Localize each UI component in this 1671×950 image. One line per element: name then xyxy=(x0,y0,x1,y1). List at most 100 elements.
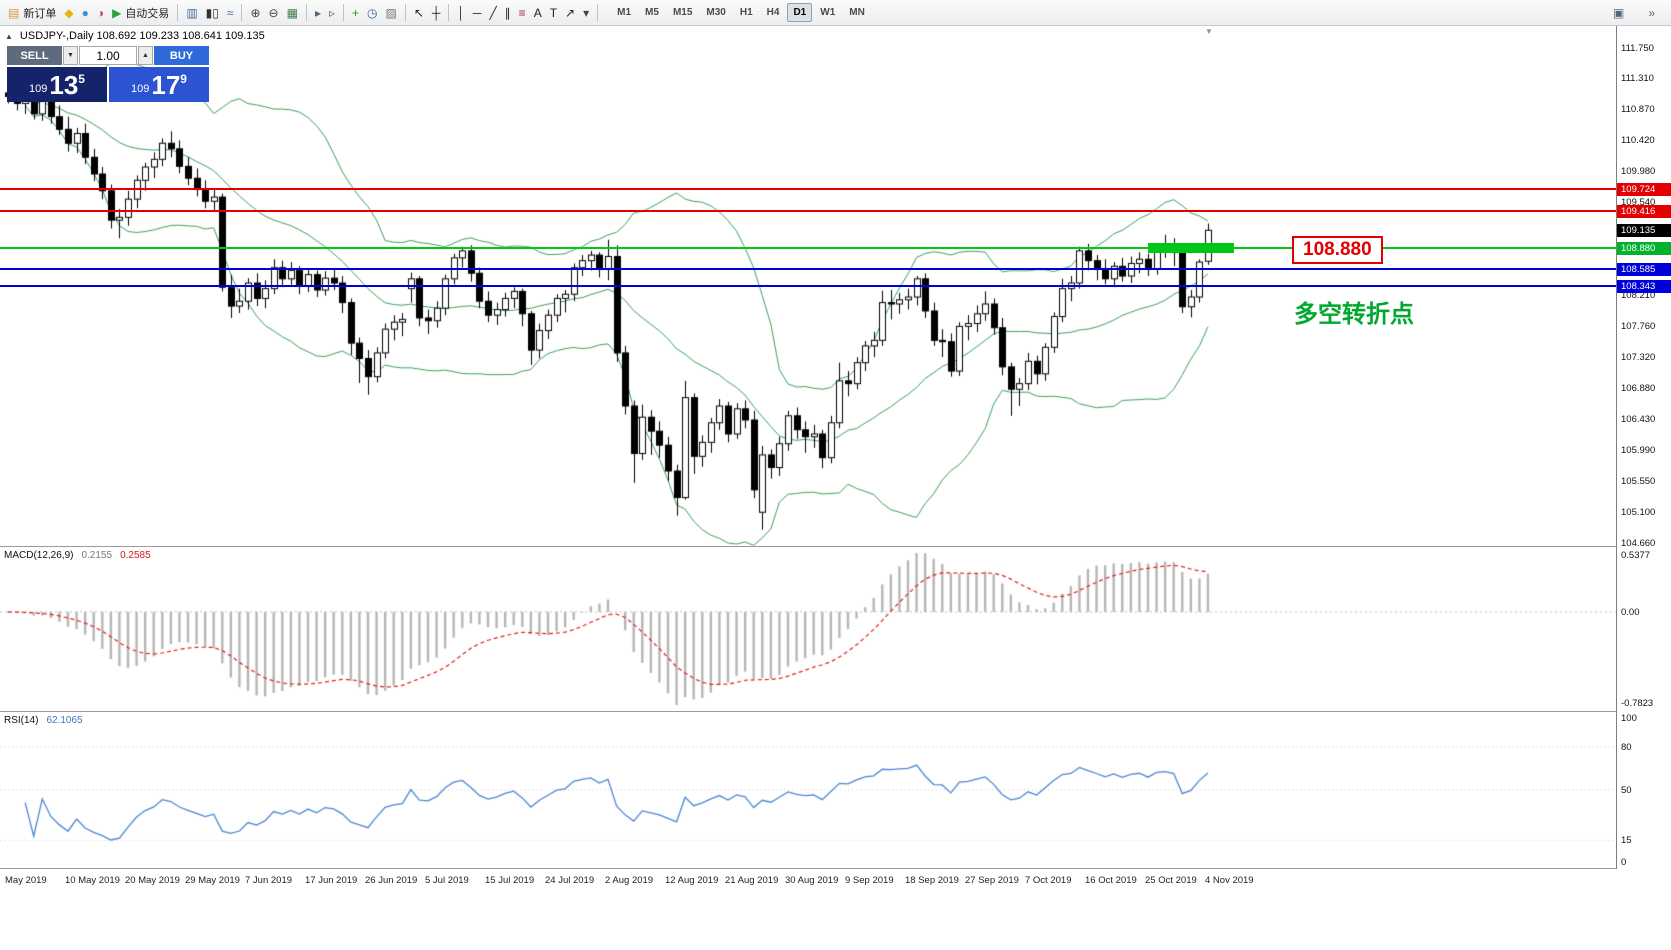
volume-input[interactable] xyxy=(79,46,137,65)
shapes-dropdown-button[interactable]: ▾ xyxy=(579,3,593,23)
main-chart-canvas[interactable] xyxy=(0,26,1616,546)
bar-chart-icon: ▥ xyxy=(186,5,198,20)
pivot-annotation-text[interactable]: 多空转折点 xyxy=(1294,301,1414,328)
bid-price-box[interactable]: 109 13 5 xyxy=(7,67,107,102)
autotrading-button[interactable]: ▶ 自动交易 xyxy=(108,3,173,23)
oneclick-price-row: 109 13 5 109 17 9 xyxy=(7,67,211,102)
text-label-icon: T xyxy=(549,5,558,20)
timeframe-h4-button[interactable]: H4 xyxy=(766,7,780,18)
ask-price-sup: 9 xyxy=(180,72,187,86)
indicators-add-icon: + xyxy=(352,5,360,20)
level-annotation-box[interactable]: 108.880 xyxy=(1292,236,1383,264)
equidistant-channel-button[interactable]: ∥ xyxy=(501,3,515,23)
new-order-button[interactable]: ▤ 新订单 xyxy=(4,3,60,23)
vertical-line-button[interactable]: │ xyxy=(453,3,469,23)
indicator-scale-label: 0 xyxy=(1621,857,1627,868)
templates-button[interactable]: ▨ xyxy=(382,3,401,23)
panel-separator[interactable] xyxy=(0,546,1671,547)
windows-button[interactable]: ▣ xyxy=(1609,3,1628,23)
ask-price-box[interactable]: 109 17 9 xyxy=(109,67,209,102)
macd-value-signal: 0.2585 xyxy=(120,550,151,561)
candlestick-chart-button[interactable]: ▮▯ xyxy=(202,3,223,23)
candlestick-chart-icon: ▮▯ xyxy=(205,5,219,20)
trendline-button[interactable]: ╱ xyxy=(485,3,500,23)
price-axis-label: 105.100 xyxy=(1621,507,1656,519)
tile-windows-icon: ▦ xyxy=(286,5,298,20)
indicators-add-button[interactable]: + xyxy=(348,3,363,23)
panel-separator[interactable] xyxy=(0,868,1671,869)
date-label: 26 Jun 2019 xyxy=(365,875,418,886)
date-label: 21 Aug 2019 xyxy=(725,875,779,886)
metaeditor-icon: ◆ xyxy=(64,5,74,20)
text-button[interactable]: A xyxy=(530,3,546,23)
oneclick-top-row: SELL ▼ ▲ BUY xyxy=(7,46,211,65)
timeframe-d1-button[interactable]: D1 xyxy=(787,3,813,22)
timeframe-m1-button[interactable]: M1 xyxy=(617,7,632,18)
periods-button[interactable]: ◷ xyxy=(363,3,381,23)
price-axis-label: 110.420 xyxy=(1621,135,1655,147)
sell-button[interactable]: SELL xyxy=(7,46,62,65)
crosshair-icon: ┼ xyxy=(431,5,441,20)
auto-scroll-button[interactable]: ▸ xyxy=(311,3,325,23)
date-label: 30 Aug 2019 xyxy=(785,875,839,886)
price-axis-label: 107.320 xyxy=(1621,352,1656,364)
community-icon: ● xyxy=(81,5,89,20)
oneclick-collapse-icon[interactable]: ▲ xyxy=(5,31,13,41)
crosshair-button[interactable]: ┼ xyxy=(428,3,445,23)
toolbar-separator xyxy=(448,4,450,21)
chart-shift-button[interactable]: ▹ xyxy=(325,3,339,23)
fibonacci-button[interactable]: ≡ xyxy=(515,3,530,23)
rsi-canvas[interactable] xyxy=(0,712,1616,868)
vertical-line-icon: │ xyxy=(457,5,465,20)
timeframe-m5-button[interactable]: M5 xyxy=(645,7,659,18)
chart-shift-marker-icon[interactable]: ▼ xyxy=(1205,27,1213,36)
timeframe-toolbar: M1 M5 M15 M30 H1 H4 D1 W1 MN xyxy=(610,3,872,22)
toolbar-right: ▣» xyxy=(1609,3,1667,23)
bar-chart-button[interactable]: ▥ xyxy=(182,3,201,23)
date-label: 7 Oct 2019 xyxy=(1025,875,1072,886)
zoom-out-button[interactable]: ⊖ xyxy=(265,3,283,23)
volume-increase-button[interactable]: ▲ xyxy=(138,46,153,65)
indicator-scale-label: 50 xyxy=(1621,785,1632,796)
timeframe-mn-button[interactable]: MN xyxy=(849,7,865,18)
date-label: 7 Jun 2019 xyxy=(245,875,293,886)
price-axis-label: 108.210 xyxy=(1621,289,1656,301)
timeframe-h1-button[interactable]: H1 xyxy=(739,7,753,18)
cursor-button[interactable]: ↖ xyxy=(410,3,428,23)
date-label: 15 Jul 2019 xyxy=(485,875,535,886)
date-label: 25 Oct 2019 xyxy=(1145,875,1197,886)
panel-separator[interactable] xyxy=(0,711,1671,712)
date-label: 24 Jul 2019 xyxy=(545,875,595,886)
ask-price-prefix: 109 xyxy=(131,83,150,95)
horizontal-line-button[interactable]: ─ xyxy=(469,3,486,23)
bid-price-prefix: 109 xyxy=(29,83,48,95)
indicator-scale-label: 100 xyxy=(1621,713,1637,724)
rsi-value: 62.1065 xyxy=(46,715,83,726)
toolbar-overflow-button[interactable]: » xyxy=(1644,3,1659,23)
date-label: 4 Nov 2019 xyxy=(1205,875,1254,886)
price-axis[interactable]: 111.750 111.310 110.870 110.420 109.980 109.5… xyxy=(1616,26,1671,869)
timeframe-m15-button[interactable]: M15 xyxy=(672,7,693,18)
line-chart-button[interactable]: ≈ xyxy=(223,3,238,23)
price-tag-108.585: 108.585 xyxy=(1617,262,1671,276)
date-label: 10 May 2019 xyxy=(65,875,120,886)
zoom-in-button[interactable]: ⊕ xyxy=(246,3,264,23)
date-label: 29 May 2019 xyxy=(185,875,240,886)
timeframe-w1-button[interactable]: W1 xyxy=(820,7,836,18)
text-label-button[interactable]: T xyxy=(546,3,561,23)
arrows-button[interactable]: ↗ xyxy=(561,3,579,23)
date-axis[interactable]: May 2019 10 May 2019 20 May 2019 29 May 201… xyxy=(0,869,1616,890)
profile-button[interactable]: ◑ xyxy=(93,3,108,23)
price-axis-label: 107.760 xyxy=(1621,321,1656,333)
metaeditor-button[interactable]: ◆ xyxy=(60,3,77,23)
rsi-name: RSI(14) xyxy=(4,715,39,726)
community-button[interactable]: ● xyxy=(78,3,93,23)
autotrading-label: 自动交易 xyxy=(125,7,170,20)
timeframe-m30-button[interactable]: M30 xyxy=(706,7,726,18)
profile-icon: ◑ xyxy=(96,5,105,20)
volume-decrease-button[interactable]: ▼ xyxy=(63,46,78,65)
buy-button[interactable]: BUY xyxy=(154,46,209,65)
tile-windows-button[interactable]: ▦ xyxy=(283,3,302,23)
macd-canvas[interactable] xyxy=(0,547,1616,711)
